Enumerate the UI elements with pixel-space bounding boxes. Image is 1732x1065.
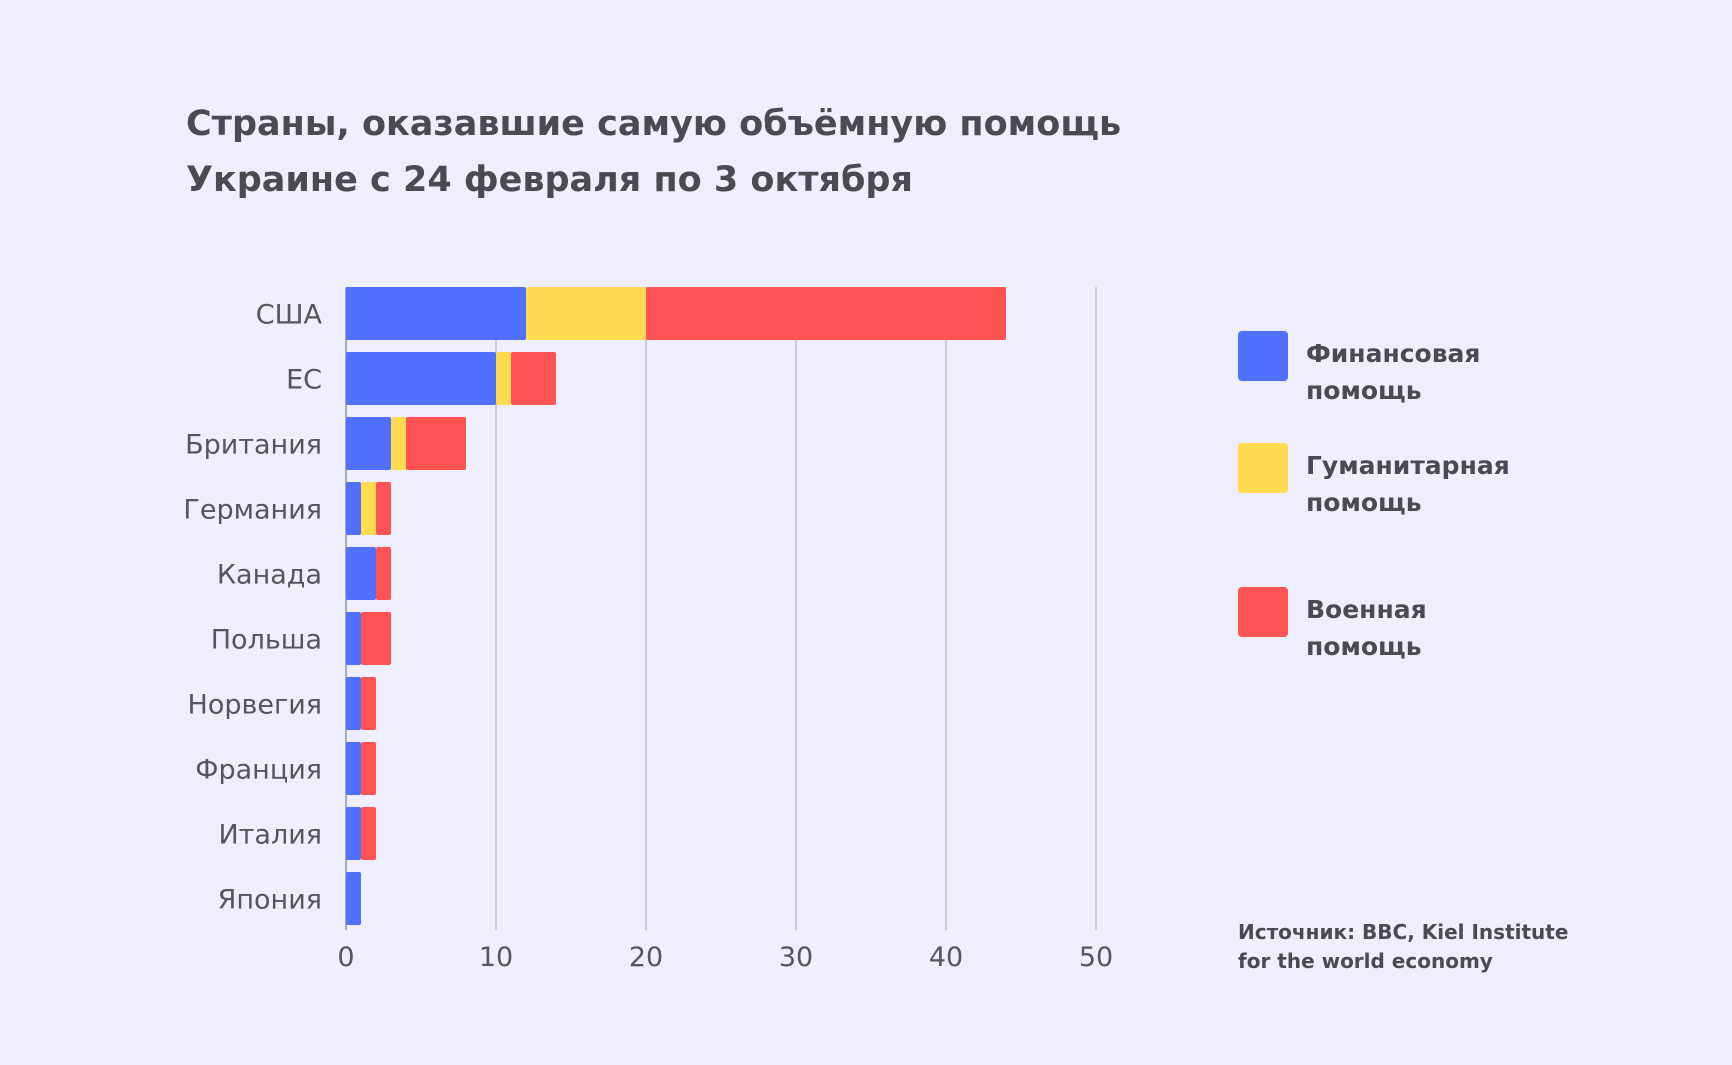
legend-label: Финансовая помощь: [1306, 335, 1566, 409]
source-note: Источник: BBC, Kiel Institute for the wo…: [1238, 918, 1568, 976]
legend-label-line: Гуманитарная: [1306, 451, 1510, 480]
chart-title-line-1: Страны, оказавшие самую объёмную помощь: [186, 104, 1122, 144]
bar-segment-ЕС-1: [496, 352, 511, 405]
x-tick-label: 20: [629, 942, 663, 973]
legend-label-line: Военная: [1306, 595, 1427, 624]
x-tick-label: 30: [779, 942, 813, 973]
legend-label-line: Финансовая: [1306, 339, 1481, 368]
legend-label: Гуманитарная помощь: [1306, 447, 1566, 521]
bar-segment-Канада-2: [376, 547, 391, 600]
bar-segment-США-2: [646, 287, 1006, 340]
bar-segment-Польша-2: [361, 612, 391, 665]
bar-segment-Франция-2: [361, 742, 376, 795]
category-label: Норвегия: [188, 690, 322, 721]
legend-swatch: [1238, 331, 1288, 381]
category-label: Франция: [195, 755, 322, 786]
bar-segment-США-0: [346, 287, 526, 340]
bar-segment-Британия-2: [406, 417, 466, 470]
bar-segment-Германия-1: [361, 482, 376, 535]
chart-title: Страны, оказавшие самую объёмную помощь …: [186, 96, 1121, 208]
category-label: США: [256, 300, 323, 331]
source-line-2: for the world economy: [1238, 949, 1493, 973]
bar-segment-Германия-2: [376, 482, 391, 535]
x-tick-label: 40: [929, 942, 963, 973]
legend-label-line: помощь: [1306, 632, 1422, 661]
bar-segment-ЕС-2: [511, 352, 556, 405]
category-label: Италия: [218, 820, 322, 851]
legend-label: Военная помощь: [1306, 591, 1566, 665]
category-label: Япония: [218, 885, 322, 916]
category-label: Британия: [185, 430, 322, 461]
bar-segment-США-1: [526, 287, 646, 340]
bar-segment-Канада-0: [346, 547, 376, 600]
bar-segment-Германия-0: [346, 482, 361, 535]
bar-segment-Британия-0: [346, 417, 391, 470]
category-label: Канада: [217, 560, 322, 591]
x-tick-label: 10: [479, 942, 513, 973]
legend-swatch: [1238, 587, 1288, 637]
legend-label-line: помощь: [1306, 488, 1422, 517]
bar-segment-Италия-0: [346, 807, 361, 860]
category-label: Германия: [183, 495, 322, 526]
source-line-1: Источник: BBC, Kiel Institute: [1238, 920, 1569, 944]
chart-title-line-2: Украине с 24 февраля по 3 октября: [186, 160, 913, 200]
bar-segment-Британия-1: [391, 417, 406, 470]
legend-swatch: [1238, 443, 1288, 493]
x-tick-label: 0: [337, 942, 354, 973]
bar-segment-Норвегия-0: [346, 677, 361, 730]
bar-segment-Польша-0: [346, 612, 361, 665]
category-label: Польша: [211, 625, 322, 656]
bar-segment-Япония-0: [346, 872, 361, 925]
bar-segment-Италия-2: [361, 807, 376, 860]
legend-label-line: помощь: [1306, 376, 1422, 405]
bar-segment-ЕС-0: [346, 352, 496, 405]
bar-segment-Норвегия-2: [361, 677, 376, 730]
category-label: ЕС: [286, 365, 322, 396]
x-tick-label: 50: [1079, 942, 1113, 973]
bar-segment-Франция-0: [346, 742, 361, 795]
